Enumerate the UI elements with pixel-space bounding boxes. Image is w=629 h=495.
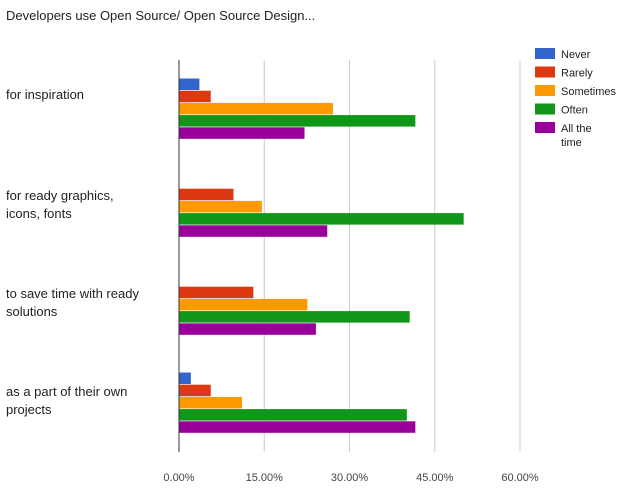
category-label: to save time with ready (6, 286, 139, 301)
category-label: solutions (6, 304, 58, 319)
bar-never[interactable] (179, 372, 191, 385)
x-tick-label: 45.00% (416, 472, 454, 484)
bar-sometimes[interactable] (179, 102, 333, 115)
bar-sometimes[interactable] (179, 396, 243, 409)
bar-rarely[interactable] (179, 384, 211, 397)
legend-swatch (535, 122, 555, 133)
bar-rarely[interactable] (179, 90, 211, 103)
bar-often[interactable] (179, 115, 416, 127)
bar-all-the-time[interactable] (179, 225, 328, 237)
x-tick-label: 30.00% (331, 472, 369, 484)
x-tick-label: 0.00% (163, 472, 194, 484)
bar-sometimes[interactable] (179, 298, 308, 311)
chart-title: Developers use Open Source/ Open Source … (6, 8, 315, 23)
category-labels: for inspiration for ready graphics, icons,… (6, 87, 139, 417)
bar-rarely[interactable] (179, 286, 254, 299)
bar-all-the-time[interactable] (179, 323, 316, 335)
legend-label: Sometimes (561, 86, 617, 98)
category-label: projects (6, 402, 52, 417)
category-label: icons, fonts (6, 206, 72, 221)
legend-label: Never (561, 49, 591, 61)
bar-rarely[interactable] (179, 188, 234, 201)
legend[interactable]: Never Rarely Sometimes Often All the time (535, 48, 617, 149)
x-tick-labels: 0.00% 15.00% 30.00% 45.00% 60.00% (163, 472, 538, 484)
bar-never[interactable] (179, 78, 200, 91)
legend-swatch (535, 66, 555, 78)
bar-often[interactable] (179, 409, 407, 421)
legend-label: Rarely (561, 68, 593, 80)
x-tick-label: 60.00% (501, 472, 539, 484)
category-label: as a part of their own (6, 384, 127, 399)
legend-swatch (535, 103, 555, 115)
legend-swatch (535, 85, 555, 96)
category-label: for inspiration (6, 87, 84, 102)
bar-often[interactable] (179, 213, 464, 225)
x-tick-label: 15.00% (246, 472, 284, 484)
bar-all-the-time[interactable] (179, 127, 305, 139)
legend-label: All the (561, 123, 592, 135)
bar-all-the-time[interactable] (179, 421, 416, 433)
bar-often[interactable] (179, 311, 410, 323)
bars (179, 78, 464, 433)
legend-label: Often (561, 105, 588, 117)
category-label: for ready graphics, (6, 188, 114, 203)
legend-label: time (561, 137, 582, 149)
bar-sometimes[interactable] (179, 200, 262, 213)
legend-swatch (535, 48, 555, 59)
